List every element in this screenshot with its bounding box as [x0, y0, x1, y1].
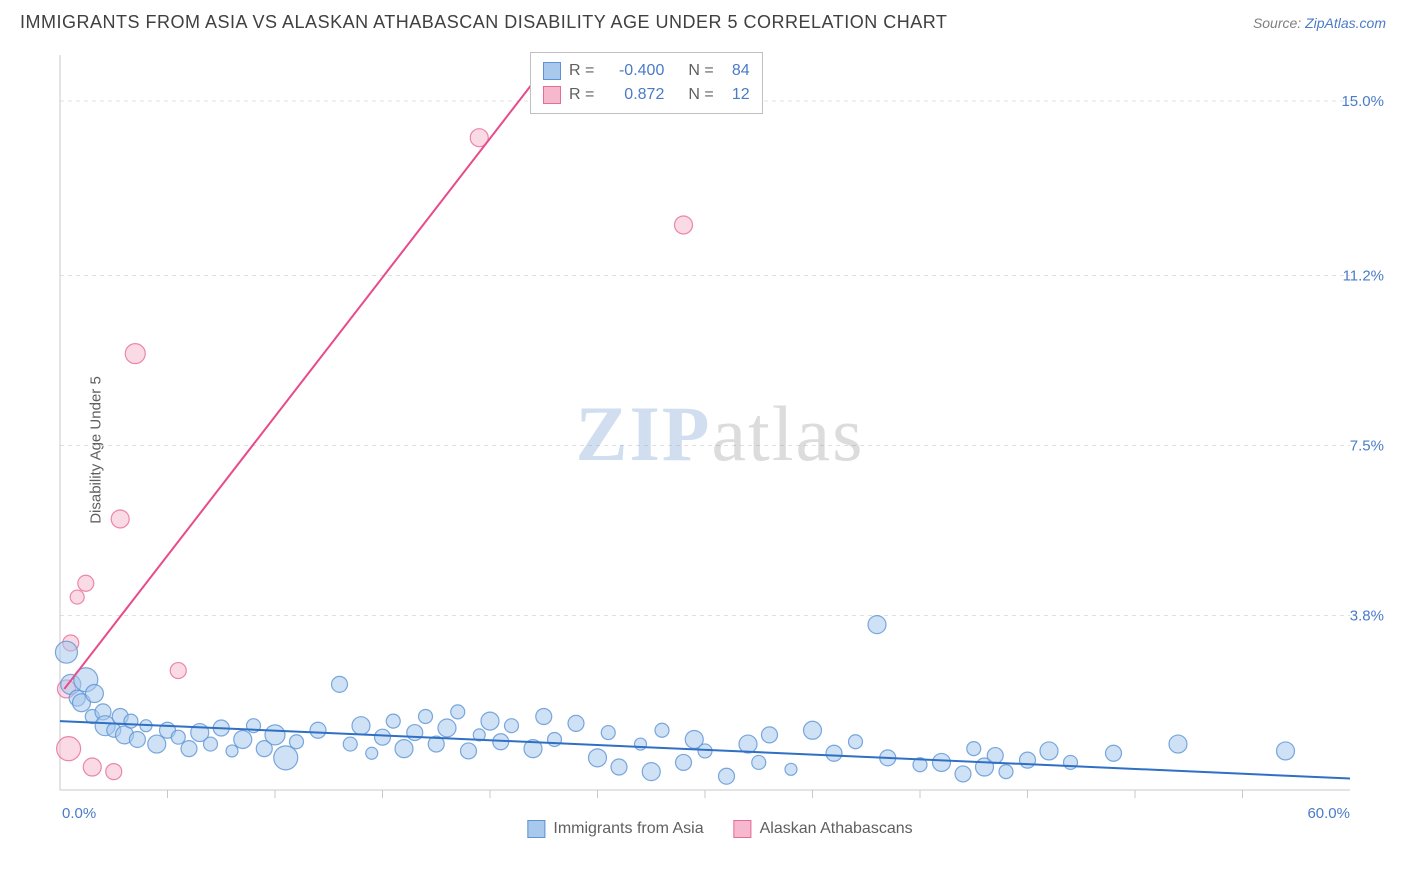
source-link[interactable]: ZipAtlas.com [1305, 15, 1386, 31]
stats-swatch-series-0 [543, 62, 561, 80]
svg-text:11.2%: 11.2% [1343, 268, 1384, 285]
bottom-legend-swatch-1 [734, 820, 752, 838]
stats-r-value-0: -0.400 [602, 62, 664, 80]
stats-n-value-1: 12 [722, 86, 750, 104]
chart-source: Source: ZipAtlas.com [1253, 15, 1386, 31]
stats-r-label-1: R = [569, 86, 594, 104]
stats-legend-box: R = -0.400 N = 84 R = 0.872 N = 12 [530, 52, 763, 114]
stats-row-series-0: R = -0.400 N = 84 [543, 59, 750, 83]
bottom-legend-label-0: Immigrants from Asia [553, 820, 703, 838]
bottom-legend-swatch-0 [527, 820, 545, 838]
chart-title: IMMIGRANTS FROM ASIA VS ALASKAN ATHABASC… [20, 12, 947, 33]
chart-container: Disability Age Under 5 3.8%7.5%11.2%15.0… [50, 50, 1390, 850]
svg-text:60.0%: 60.0% [1307, 805, 1350, 822]
stats-n-label-0: N = [688, 62, 713, 80]
bottom-legend: Immigrants from Asia Alaskan Athabascans [527, 820, 912, 838]
bottom-legend-item-1: Alaskan Athabascans [734, 820, 913, 838]
stats-swatch-series-1 [543, 86, 561, 104]
svg-text:15.0%: 15.0% [1341, 93, 1384, 110]
stats-row-series-1: R = 0.872 N = 12 [543, 83, 750, 107]
svg-text:0.0%: 0.0% [62, 805, 96, 822]
svg-text:3.8%: 3.8% [1350, 607, 1384, 624]
stats-r-value-1: 0.872 [602, 86, 664, 104]
stats-n-label-1: N = [688, 86, 713, 104]
stats-r-label-0: R = [569, 62, 594, 80]
svg-text:7.5%: 7.5% [1350, 437, 1384, 454]
scatter-plot: 3.8% 7.5% 11.2% 15.0% 0.0% 60.0% [50, 50, 1390, 850]
stats-n-value-0: 84 [722, 62, 750, 80]
bottom-legend-label-1: Alaskan Athabascans [760, 820, 913, 838]
chart-header: IMMIGRANTS FROM ASIA VS ALASKAN ATHABASC… [0, 0, 1406, 41]
source-prefix: Source: [1253, 15, 1305, 31]
bottom-legend-item-0: Immigrants from Asia [527, 820, 703, 838]
